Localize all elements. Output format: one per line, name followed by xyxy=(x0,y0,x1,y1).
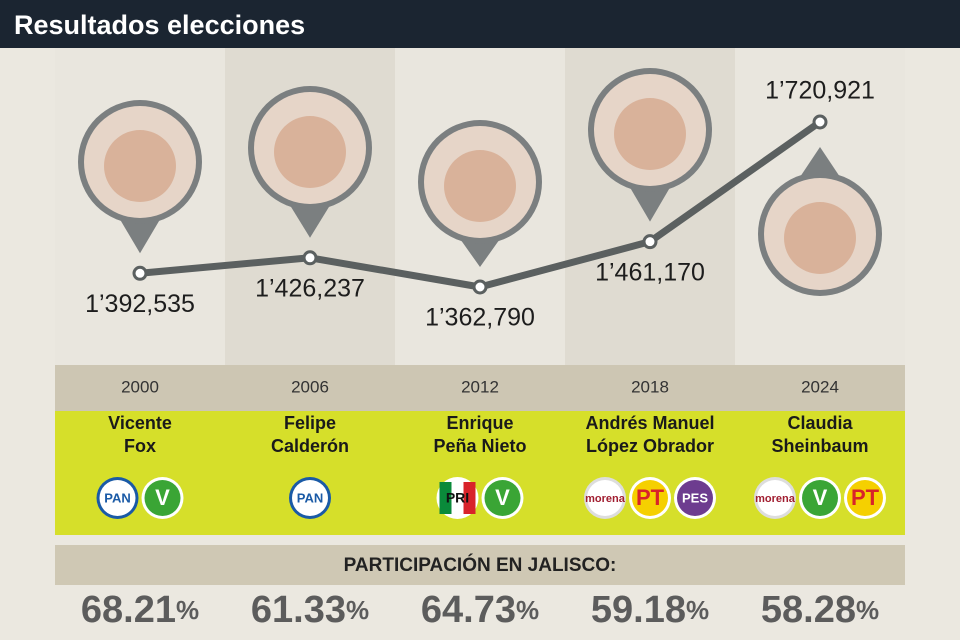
participation-band xyxy=(55,545,905,585)
vote-point xyxy=(302,250,318,266)
vote-point xyxy=(132,265,148,281)
party-logo-inner xyxy=(144,480,181,516)
party-label: PT xyxy=(851,485,880,510)
vote-label: 1’426,237 xyxy=(255,274,365,302)
party-logo-inner xyxy=(99,480,136,516)
party-logo-stripe xyxy=(463,482,476,514)
party-logo-inner xyxy=(677,480,713,516)
party-label: morena xyxy=(755,493,796,505)
party-label: PAN xyxy=(297,490,323,505)
party-label: V xyxy=(155,485,170,510)
year-label: 2006 xyxy=(291,377,329,396)
participation-unit: % xyxy=(346,595,369,625)
candidate-name: Andrés Manuel xyxy=(585,413,714,433)
party-logo-inner xyxy=(587,480,623,516)
candidate-name: Fox xyxy=(124,436,156,456)
year-band xyxy=(55,365,905,411)
party-logo-stripe xyxy=(439,482,452,514)
candidate-name: Claudia xyxy=(787,413,853,433)
photo-pin xyxy=(628,184,672,222)
photo-face xyxy=(444,150,516,222)
party-logo-inner xyxy=(757,480,793,516)
candidate-name: López Obrador xyxy=(586,436,714,456)
party-label: V xyxy=(813,485,828,510)
participation-number: 68.21 xyxy=(81,589,176,631)
candidate-name: Felipe xyxy=(284,413,336,433)
party-label: PAN xyxy=(104,490,130,505)
year-label: 2024 xyxy=(801,377,839,396)
vote-point xyxy=(642,234,658,250)
year-label: 2000 xyxy=(121,377,159,396)
vote-label: 1’362,790 xyxy=(425,304,535,332)
party-logo-inner xyxy=(292,480,328,516)
participation-unit: % xyxy=(686,595,709,625)
party-logo-inner xyxy=(802,480,838,516)
participation-value: 61.33% xyxy=(251,589,369,631)
title: Resultados elecciones xyxy=(14,10,305,40)
party-label: V xyxy=(495,485,510,510)
participation-unit: % xyxy=(856,595,879,625)
participation-value: 59.18% xyxy=(591,589,709,631)
vote-label: 1’392,535 xyxy=(85,290,195,318)
vote-point xyxy=(812,114,828,130)
party-logo-inner xyxy=(847,480,883,516)
photo-pin xyxy=(458,236,502,267)
candidate-name: Enrique xyxy=(446,413,513,433)
year-label: 2018 xyxy=(631,377,669,396)
year-label: 2012 xyxy=(461,377,499,396)
photo-face xyxy=(784,202,856,274)
participation-number: 59.18 xyxy=(591,589,686,631)
party-label: PES xyxy=(682,490,708,505)
photo-pin xyxy=(798,147,842,180)
participation-number: 64.73 xyxy=(421,589,516,631)
party-label: PT xyxy=(636,485,665,510)
photo-face xyxy=(614,98,686,170)
participation-unit: % xyxy=(516,595,539,625)
participation-value: 58.28% xyxy=(761,589,879,631)
participation-value: 64.73% xyxy=(421,589,539,631)
vote-point xyxy=(472,279,488,295)
vote-label: 1’720,921 xyxy=(765,77,875,105)
photo-pin xyxy=(288,202,332,238)
vote-label: 1’461,170 xyxy=(595,258,705,286)
candidate-name: Sheinbaum xyxy=(771,436,868,456)
candidate-name: Vicente xyxy=(108,413,172,433)
party-label: morena xyxy=(585,493,626,505)
party-logo-inner xyxy=(484,480,521,516)
participation-unit: % xyxy=(176,595,199,625)
party-logo-inner xyxy=(632,480,668,516)
participation-label: PARTICIPACIÓN EN JALISCO: xyxy=(344,554,617,576)
participation-value: 68.21% xyxy=(81,589,199,631)
party-label: PRI xyxy=(446,490,469,506)
photo-face xyxy=(104,130,176,202)
photo-face xyxy=(274,116,346,188)
candidate-name: Calderón xyxy=(271,436,349,456)
header-bar xyxy=(0,0,960,48)
participation-number: 61.33 xyxy=(251,589,346,631)
photo-pin xyxy=(118,216,162,254)
participation-number: 58.28 xyxy=(761,589,856,631)
candidate-name: Peña Nieto xyxy=(433,436,526,456)
